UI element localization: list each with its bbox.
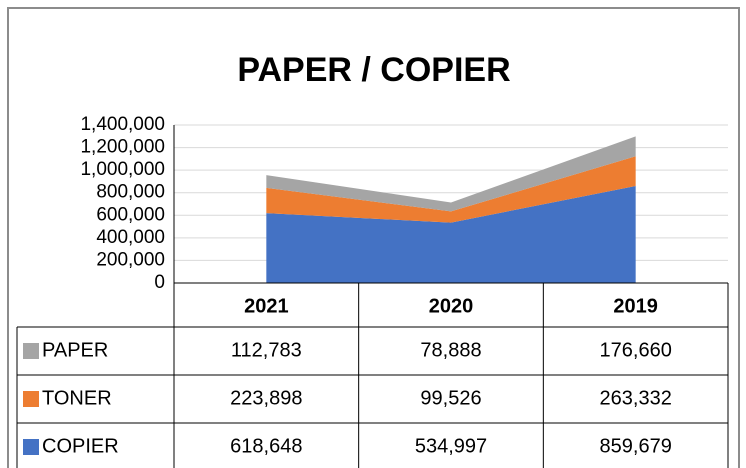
x-tick-label: 2021 (244, 295, 289, 317)
table-value: 534,997 (415, 435, 487, 457)
y-tick-label: 600,000 (96, 204, 165, 225)
table-value: 859,679 (600, 435, 672, 457)
table-value: 112,783 (231, 339, 302, 361)
table-value: 263,332 (600, 387, 672, 409)
area (266, 156, 636, 223)
x-tick-label: 2019 (613, 295, 658, 317)
legend-label: PAPER (42, 339, 108, 361)
x-tick-label: 2020 (429, 295, 474, 317)
chart-title: PAPER / COPIER (237, 51, 510, 89)
table-value: 99,526 (420, 387, 481, 409)
table-value: 223,898 (230, 387, 302, 409)
legend-swatch (23, 391, 39, 407)
legend-label: TONER (42, 387, 112, 409)
y-tick-label: 1,400,000 (80, 114, 165, 135)
legend-swatch (23, 439, 39, 455)
legend-label: COPIER (42, 435, 119, 457)
y-tick-label: 200,000 (96, 249, 165, 270)
legend-swatch (23, 343, 39, 359)
table-value: 176,660 (600, 339, 672, 361)
y-tick-label: 0 (154, 272, 165, 293)
area (266, 185, 636, 283)
area (266, 136, 636, 212)
y-tick-label: 800,000 (96, 182, 165, 203)
y-tick-label: 400,000 (96, 227, 165, 248)
y-tick-label: 1,200,000 (80, 137, 165, 158)
table-value: 78,888 (420, 339, 481, 361)
y-tick-label: 1,000,000 (80, 159, 165, 180)
table-value: 618,648 (230, 435, 302, 457)
